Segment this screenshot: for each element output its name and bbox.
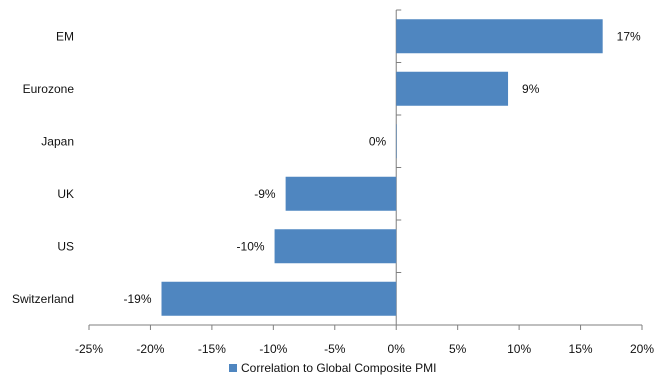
category-label: US [57, 239, 74, 253]
legend-swatch [229, 364, 237, 372]
category-label: UK [57, 187, 74, 201]
x-tick-label: 15% [569, 342, 593, 356]
x-tick-label: 20% [630, 342, 654, 356]
data-label: -9% [254, 187, 276, 201]
x-tick-label: 10% [507, 342, 531, 356]
x-tick-label: 0% [388, 342, 406, 356]
bar-uk [285, 176, 397, 211]
data-label: -10% [237, 239, 265, 253]
plot-area: -25% -20% -15% -10% -5% 0% 5% 10% 15% 20% EM 17% Eur… [12, 9, 654, 356]
legend: Correlation to Global Composite PMI [229, 361, 436, 375]
category-label: Japan [41, 134, 74, 148]
data-label: -19% [123, 292, 151, 306]
x-tick-label: -5% [324, 342, 346, 356]
x-tick-label: -25% [75, 342, 103, 356]
bar-eurozone [396, 71, 509, 106]
data-label: 17% [617, 29, 641, 43]
bar-us [274, 229, 397, 264]
x-tick-label: -10% [259, 342, 287, 356]
bar-japan [396, 124, 397, 159]
legend-label: Correlation to Global Composite PMI [241, 361, 436, 375]
bar-em [396, 19, 603, 54]
x-tick-label: -20% [136, 342, 164, 356]
bar-switzerland [161, 281, 397, 316]
data-label: 9% [522, 82, 540, 96]
data-label: 0% [369, 134, 387, 148]
category-label: Eurozone [23, 82, 75, 96]
category-label: Switzerland [12, 292, 74, 306]
x-tick-label: 5% [449, 342, 467, 356]
category-label: EM [56, 29, 74, 43]
x-tick-label: -15% [198, 342, 226, 356]
